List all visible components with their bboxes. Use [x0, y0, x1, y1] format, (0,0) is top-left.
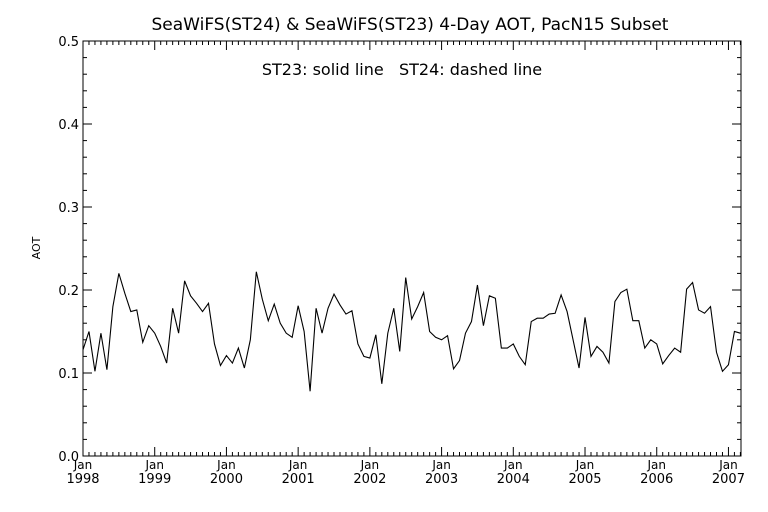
x-tick-year-label: 2002	[353, 472, 386, 487]
x-tick-month-label: Jan	[73, 458, 93, 472]
x-tick-month-label: Jan	[718, 458, 738, 472]
x-tick-month-label: Jan	[216, 458, 236, 472]
chart-title: SeaWiFS(ST24) & SeaWiFS(ST23) 4-Day AOT,…	[152, 15, 669, 35]
x-tick-year-label: 2001	[282, 472, 315, 487]
line-style-annotation: ST23: solid line ST24: dashed line	[262, 60, 542, 79]
x-tick-month-label: Jan	[503, 458, 523, 472]
y-tick-label: 0.4	[58, 118, 79, 133]
x-axis: Jan1998Jan1999Jan2000Jan2001Jan2002Jan20…	[66, 41, 745, 487]
series-line-solid	[82, 271, 741, 392]
x-tick-year-label: 2003	[425, 472, 458, 487]
y-tick-label: 0.2	[58, 284, 79, 299]
x-tick-month-label: Jan	[646, 458, 666, 472]
x-tick-month-label: Jan	[431, 458, 451, 472]
x-tick-year-label: 1999	[138, 472, 171, 487]
y-axis-label: AOT	[30, 236, 43, 259]
x-tick-month-label: Jan	[360, 458, 380, 472]
x-tick-month-label: Jan	[144, 458, 164, 472]
x-tick-year-label: 1998	[66, 472, 99, 487]
x-tick-month-label: Jan	[575, 458, 595, 472]
x-tick-year-label: 2005	[568, 472, 601, 487]
y-tick-label: 0.0	[58, 450, 79, 465]
series-group	[82, 271, 741, 392]
x-tick-month-label: Jan	[288, 458, 308, 472]
y-tick-label: 0.1	[58, 367, 79, 382]
x-tick-year-label: 2006	[640, 472, 673, 487]
x-tick-year-label: 2000	[210, 472, 243, 487]
y-axis: 0.0 0.1 0.2 0.3 0.4 0.5	[58, 35, 741, 465]
y-tick-label: 0.3	[58, 201, 79, 216]
x-tick-year-label: 2004	[497, 472, 530, 487]
plot-frame	[82, 40, 742, 457]
y-tick-label: 0.5	[58, 35, 79, 50]
x-tick-year-label: 2007	[712, 472, 745, 487]
